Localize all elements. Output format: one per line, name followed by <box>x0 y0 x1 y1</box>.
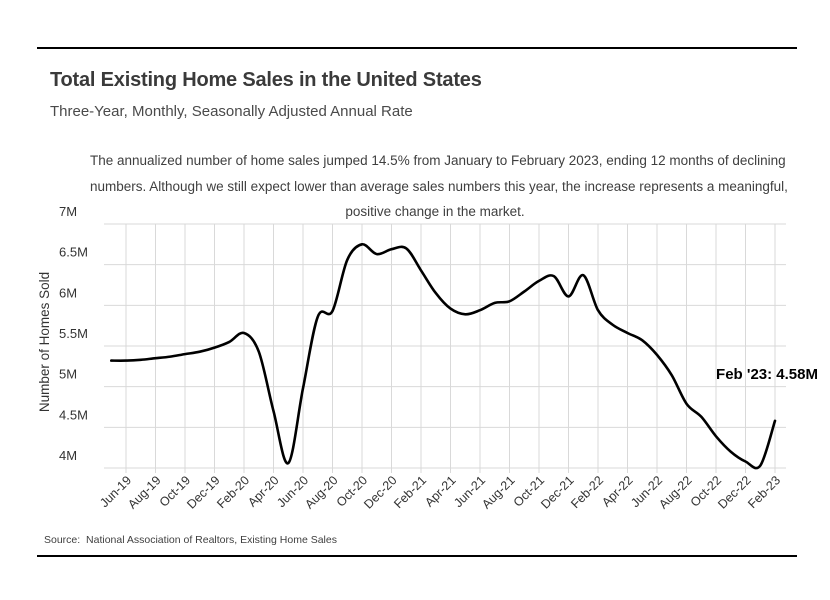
y-axis-title: Number of Homes Sold <box>37 272 52 412</box>
x-tick-label: Feb-20 <box>214 473 252 511</box>
annotation-line-3: positive change in the market. <box>345 204 525 219</box>
y-tick-label: 4M <box>59 448 77 463</box>
y-tick-label: 6M <box>59 285 77 300</box>
latest-value-callout: Feb '23: 4.58M <box>716 366 818 383</box>
x-tick-label: Feb-22 <box>568 473 606 511</box>
y-tick-label: 7M <box>59 204 77 219</box>
x-tick-label: Aug-20 <box>302 473 340 511</box>
x-tick-label: Dec-19 <box>184 473 222 511</box>
source-attribution: Source: National Association of Realtors… <box>44 534 337 546</box>
x-tick-label: Aug-21 <box>479 473 517 511</box>
x-tick-label: Feb-23 <box>745 473 783 511</box>
bottom-divider <box>37 555 797 557</box>
y-tick-label: 4.5M <box>59 407 88 422</box>
sales-line <box>110 243 777 470</box>
y-tick-label: 6.5M <box>59 245 88 260</box>
x-tick-label: Aug-19 <box>125 473 163 511</box>
page-title: Total Existing Home Sales in the United … <box>50 69 482 91</box>
x-tick-label: Dec-22 <box>715 473 753 511</box>
x-tick-label: Dec-21 <box>538 473 576 511</box>
x-tick-label: Dec-20 <box>361 473 399 511</box>
y-tick-label: 5.5M <box>59 326 88 341</box>
x-tick-label: Apr-21 <box>422 473 458 509</box>
top-divider <box>37 47 797 49</box>
annotation-line-2: numbers. Although we still expect lower … <box>90 178 788 194</box>
x-tick-label: Apr-20 <box>245 473 281 509</box>
x-tick-label: Apr-22 <box>599 473 635 509</box>
chart-annotation-paragraph: The annualized number of home sales jump… <box>90 148 788 225</box>
x-tick-label: Aug-22 <box>656 473 694 511</box>
page-subtitle: Three-Year, Monthly, Seasonally Adjusted… <box>50 103 413 120</box>
y-tick-label: 5M <box>59 367 77 382</box>
x-tick-label: Feb-21 <box>391 473 429 511</box>
annotation-line-1: The annualized number of home sales jump… <box>90 153 786 168</box>
